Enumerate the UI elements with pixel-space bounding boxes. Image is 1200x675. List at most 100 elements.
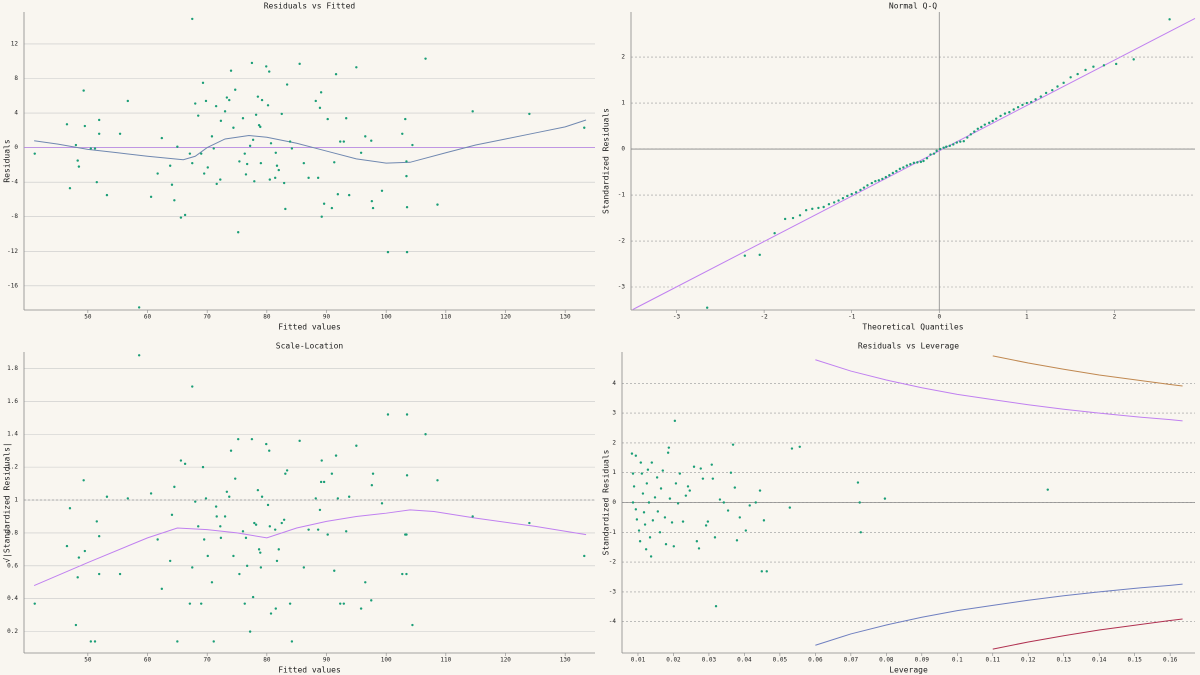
point bbox=[93, 640, 97, 643]
point bbox=[822, 205, 825, 209]
x-tick-label: 0.1 bbox=[952, 657, 963, 664]
point bbox=[364, 135, 367, 138]
point bbox=[405, 206, 409, 209]
point bbox=[330, 472, 334, 475]
point bbox=[1030, 100, 1033, 104]
point bbox=[333, 569, 336, 572]
point bbox=[336, 497, 340, 500]
point bbox=[330, 206, 334, 210]
point bbox=[232, 554, 235, 558]
point bbox=[173, 485, 176, 489]
point bbox=[275, 164, 279, 167]
point bbox=[370, 484, 374, 487]
point bbox=[89, 640, 93, 643]
point bbox=[411, 143, 414, 147]
x-tick-label: 0.16 bbox=[1163, 657, 1178, 664]
point bbox=[674, 482, 678, 485]
y-tick-label: 0 bbox=[612, 499, 616, 506]
point bbox=[259, 125, 262, 129]
point bbox=[983, 123, 987, 126]
point bbox=[336, 193, 340, 196]
point bbox=[191, 17, 194, 21]
point bbox=[647, 501, 651, 504]
y-tick-label: 0.4 bbox=[7, 595, 18, 602]
point bbox=[314, 99, 317, 103]
point bbox=[97, 535, 101, 538]
point bbox=[661, 469, 665, 472]
point bbox=[77, 556, 81, 559]
point bbox=[202, 172, 206, 175]
point bbox=[874, 180, 877, 183]
point bbox=[183, 213, 187, 217]
point bbox=[118, 132, 122, 135]
chart-title: Scale-Location bbox=[276, 342, 344, 351]
point bbox=[243, 602, 246, 605]
point bbox=[201, 465, 205, 469]
y-tick-label: 1.8 bbox=[7, 365, 18, 372]
point bbox=[804, 209, 808, 212]
x-tick-label: 60 bbox=[144, 314, 152, 321]
point bbox=[319, 480, 323, 484]
point bbox=[339, 602, 342, 605]
point bbox=[632, 485, 636, 488]
point bbox=[191, 566, 194, 569]
point bbox=[347, 193, 351, 197]
point bbox=[238, 572, 241, 576]
point bbox=[386, 413, 390, 416]
point bbox=[1084, 68, 1087, 72]
y-tick-label: 4 bbox=[612, 380, 616, 387]
point bbox=[631, 472, 635, 475]
point bbox=[672, 545, 676, 548]
point bbox=[214, 505, 218, 508]
point bbox=[744, 529, 748, 532]
point bbox=[302, 161, 306, 165]
x-tick-label: 90 bbox=[323, 314, 331, 321]
y-tick-label: -12 bbox=[7, 248, 18, 255]
x-tick-label: 120 bbox=[500, 657, 511, 664]
point bbox=[251, 595, 255, 599]
point bbox=[976, 127, 980, 131]
point bbox=[232, 126, 235, 129]
point bbox=[168, 559, 172, 563]
point bbox=[1046, 488, 1049, 491]
x-tick-label: 0.03 bbox=[702, 657, 717, 664]
smooth-line bbox=[992, 618, 1183, 650]
point bbox=[307, 176, 310, 180]
point bbox=[854, 191, 858, 194]
point bbox=[650, 461, 654, 464]
point bbox=[994, 117, 998, 120]
point bbox=[333, 161, 336, 164]
y-tick-label: 1 bbox=[14, 497, 18, 504]
point bbox=[664, 543, 668, 546]
point bbox=[266, 503, 270, 507]
point bbox=[754, 501, 757, 504]
x-tick-label: 0.11 bbox=[986, 657, 1001, 664]
point bbox=[214, 104, 218, 108]
point bbox=[238, 160, 241, 163]
point bbox=[695, 540, 699, 543]
point bbox=[219, 525, 222, 528]
point bbox=[364, 581, 367, 584]
point bbox=[225, 96, 229, 99]
point bbox=[846, 194, 849, 198]
point bbox=[105, 193, 109, 197]
point bbox=[344, 117, 348, 120]
y-tick-label: -16 bbox=[7, 282, 18, 289]
point bbox=[266, 104, 270, 107]
point bbox=[405, 413, 409, 416]
point bbox=[686, 485, 690, 488]
point bbox=[260, 495, 264, 498]
point bbox=[436, 479, 439, 482]
point bbox=[206, 554, 209, 558]
point bbox=[643, 523, 647, 526]
point bbox=[411, 623, 414, 627]
point bbox=[870, 181, 874, 185]
x-tick-label: 0.14 bbox=[1092, 657, 1107, 664]
point bbox=[234, 88, 237, 91]
point bbox=[277, 168, 280, 172]
point bbox=[765, 570, 768, 573]
point bbox=[137, 306, 141, 309]
point bbox=[241, 117, 245, 120]
point bbox=[347, 495, 351, 498]
